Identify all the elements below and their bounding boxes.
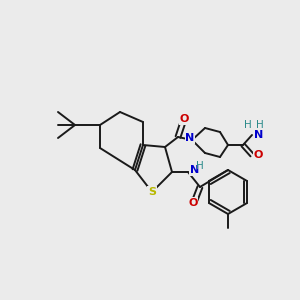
- Text: N: N: [185, 133, 195, 143]
- Text: H: H: [244, 120, 252, 130]
- Text: H: H: [256, 120, 264, 130]
- Text: O: O: [254, 150, 263, 160]
- Text: S: S: [148, 187, 156, 197]
- Text: N: N: [190, 165, 199, 175]
- Text: O: O: [188, 198, 198, 208]
- Text: N: N: [254, 130, 263, 140]
- Text: O: O: [179, 114, 189, 124]
- Text: H: H: [196, 161, 204, 171]
